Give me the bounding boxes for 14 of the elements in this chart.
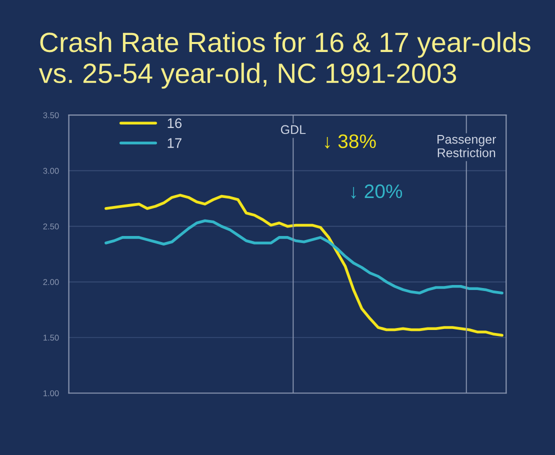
legend-label: 17 xyxy=(168,138,182,148)
legend-label: 16 xyxy=(168,118,182,128)
chart-title: Crash Rate Ratios for 16 & 17 year-olds vs. 25-54 year-old, NC 1991-2003 xyxy=(38,32,530,89)
y-tick-label: 3.00 xyxy=(43,168,59,174)
line-series xyxy=(104,219,504,294)
y-tick-label: 1.50 xyxy=(44,334,59,341)
annotation: GDL xyxy=(280,125,306,134)
annotation: Passenger Restriction xyxy=(438,135,496,158)
y-tick-label: 2.50 xyxy=(43,224,59,230)
annotation: ↓ 20% xyxy=(351,184,402,199)
annotation: ↓ 38% xyxy=(325,134,376,149)
y-tick-label: 3.50 xyxy=(43,112,59,118)
y-tick-label: 2.00 xyxy=(43,279,59,286)
y-tick-label: 1.00 xyxy=(44,390,59,396)
